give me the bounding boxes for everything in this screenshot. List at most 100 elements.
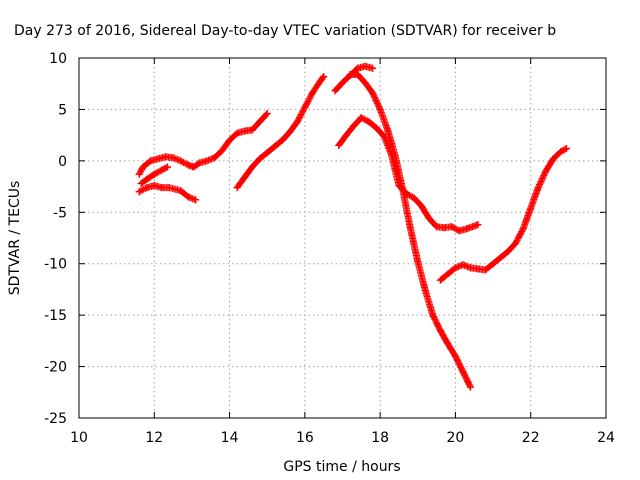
data-point (436, 276, 444, 284)
data-point (342, 131, 350, 139)
data-point (211, 154, 219, 162)
plot-frame (78, 57, 607, 419)
data-point (143, 184, 151, 192)
series-3 (137, 163, 171, 187)
data-point (557, 148, 565, 156)
data-point (451, 352, 459, 360)
data-point (466, 264, 474, 272)
data-point (320, 73, 328, 81)
data-point (519, 225, 527, 233)
data-point (271, 142, 279, 150)
data-point (402, 190, 410, 198)
data-point (512, 239, 520, 247)
data-point (459, 368, 467, 376)
series-trace (436, 145, 570, 284)
data-point (384, 126, 392, 134)
data-point (184, 161, 192, 169)
data-point (436, 327, 444, 335)
data-point (474, 221, 482, 229)
data-point (459, 261, 467, 269)
data-point (414, 258, 422, 266)
data-point (165, 184, 173, 192)
data-point (301, 103, 309, 111)
data-point (139, 163, 147, 171)
data-point (233, 129, 241, 137)
data-point (226, 136, 234, 144)
series-trace (135, 182, 200, 204)
data-point (542, 167, 550, 175)
data-point (163, 163, 171, 171)
grid (79, 58, 606, 418)
data-point (158, 184, 166, 192)
x-tick-label: 20 (447, 430, 465, 446)
x-tick-label: 10 (70, 430, 88, 446)
data-point (195, 159, 203, 167)
data-point (177, 157, 185, 165)
series-9 (436, 145, 570, 284)
data-point (455, 227, 463, 235)
y-tick-label: -10 (44, 257, 67, 273)
data-point (137, 179, 145, 187)
data-point (169, 154, 177, 162)
data-point (335, 141, 343, 149)
data-point (425, 214, 433, 222)
series-2 (135, 182, 200, 204)
data-point (354, 70, 362, 78)
data-point (497, 254, 505, 262)
data-point (241, 127, 249, 135)
data-point (433, 223, 441, 231)
data-point (361, 62, 369, 70)
data-point (150, 170, 158, 178)
y-tick-label: 5 (58, 102, 67, 118)
data-point (489, 260, 497, 268)
data-point (451, 264, 459, 272)
y-tick-label: 10 (49, 51, 67, 67)
data-point (369, 89, 377, 97)
data-point (504, 247, 512, 255)
data-point (369, 64, 377, 72)
data-point (184, 193, 192, 201)
series-5 (233, 73, 328, 192)
y-axis: -25 -20 -15 -10 -5 0 5 10 (44, 51, 606, 427)
data-point (357, 114, 365, 122)
data-point (346, 70, 354, 78)
data-point (463, 225, 471, 233)
data-point (339, 79, 346, 87)
data-point (248, 163, 256, 171)
data-point (256, 155, 264, 163)
data-point (248, 126, 256, 134)
data-point (293, 118, 301, 126)
data-point (444, 270, 452, 278)
data-point (440, 224, 448, 232)
data-point (192, 196, 200, 204)
x-tick-label: 12 (145, 430, 163, 446)
data-point (162, 153, 170, 161)
data-point (147, 157, 155, 165)
data-point (429, 311, 437, 319)
data-point (421, 286, 429, 294)
data-point (278, 136, 286, 144)
data-point (263, 110, 271, 118)
data-point (406, 224, 414, 232)
data-point (527, 204, 535, 212)
x-tick-label: 14 (221, 430, 239, 446)
data-point (372, 124, 380, 132)
data-point (256, 118, 264, 126)
data-point (135, 170, 143, 178)
data-point (380, 132, 388, 140)
data-point (177, 187, 185, 195)
data-point (444, 340, 452, 348)
y-tick-label: -20 (44, 360, 67, 376)
data-point (534, 184, 542, 192)
data-point (263, 149, 271, 157)
data-point (549, 155, 557, 163)
data-point (395, 182, 403, 190)
data-point (154, 155, 162, 163)
data-point (135, 188, 143, 196)
data-point (143, 175, 151, 183)
x-tick-label: 22 (522, 430, 540, 446)
y-tick-label: 0 (58, 154, 67, 170)
data-point (365, 118, 373, 126)
data-point (376, 105, 384, 113)
